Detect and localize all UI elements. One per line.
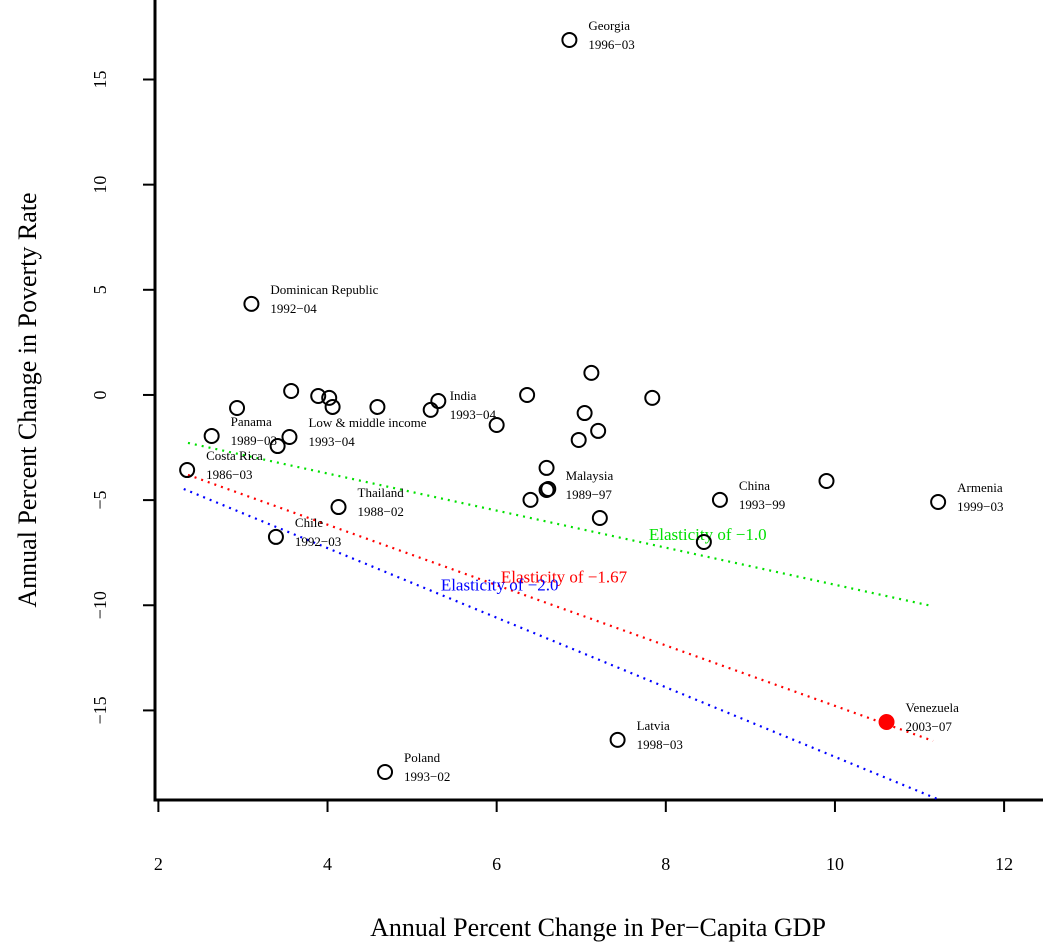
plot-area: Elasticity of −1.0 Elasticity of −1.67Ela… [179, 18, 1003, 800]
point [538, 459, 555, 476]
y-tick-label: −15 [90, 696, 110, 724]
x-tick-label: 8 [661, 854, 670, 874]
point-name: Dominican Republic [270, 282, 378, 297]
point-name: Latvia [637, 718, 670, 733]
trend-line [187, 441, 932, 607]
point-period: 1999−03 [957, 499, 1003, 514]
point-name: India [450, 388, 477, 403]
point [330, 499, 347, 516]
trend-label: Elasticity of −1.0 [649, 525, 767, 544]
point-period: 1992−03 [295, 534, 341, 549]
x-tick-label: 6 [492, 854, 501, 874]
point-period: 1992−04 [270, 301, 317, 316]
point [540, 480, 557, 497]
y-axis-title: Annual Percent Change in Poverty Rate [13, 192, 42, 607]
x-tick-label: 12 [995, 854, 1013, 874]
y-tick-label: 0 [90, 390, 110, 399]
point [644, 389, 661, 406]
point [310, 388, 327, 405]
trend-label: Elasticity of −1.67 [501, 568, 628, 587]
point [930, 493, 947, 510]
y-tick-label: −5 [90, 491, 110, 510]
point [430, 393, 447, 410]
point [695, 533, 712, 550]
point-period: 1993−04 [450, 407, 497, 422]
point [283, 382, 300, 399]
point [561, 31, 578, 48]
trend-line [187, 473, 934, 742]
point [243, 295, 260, 312]
point-period: 2003−07 [906, 719, 953, 734]
y-tick-label: 10 [90, 176, 110, 194]
point-name: China [739, 478, 770, 493]
point [321, 389, 338, 406]
point-name: Georgia [588, 18, 630, 33]
point [711, 491, 728, 508]
point [583, 364, 600, 381]
point-period: 1996−03 [588, 37, 634, 52]
point-name: Chile [295, 515, 323, 530]
point [609, 731, 626, 748]
point [519, 386, 536, 403]
point [522, 491, 539, 508]
point [591, 509, 608, 526]
point-name: Armenia [957, 480, 1003, 495]
point [488, 417, 505, 434]
point [818, 472, 835, 489]
point-period: 1993−99 [739, 497, 785, 512]
x-tick-label: 2 [154, 854, 163, 874]
point [267, 528, 284, 545]
point [377, 764, 394, 781]
point [281, 429, 298, 446]
point [229, 399, 246, 416]
x-tick-label: 10 [826, 854, 844, 874]
point [590, 422, 607, 439]
x-axis-title: Annual Percent Change in Per−Capita GDP [370, 913, 826, 942]
point-name: Malaysia [566, 468, 614, 483]
point-period: 1986−03 [206, 467, 252, 482]
y-tick-label: 5 [90, 285, 110, 294]
point [203, 427, 220, 444]
point [576, 405, 593, 422]
point-period: 1998−03 [637, 737, 683, 752]
point [570, 431, 587, 448]
point [269, 438, 286, 455]
point [324, 398, 341, 415]
point-period: 1993−04 [308, 434, 355, 449]
point-period: 1989−97 [566, 487, 613, 502]
point-name: Costa Rica [206, 448, 263, 463]
point-period: 1993−02 [404, 769, 450, 784]
point [179, 462, 196, 479]
point-name: Poland [404, 750, 441, 765]
point-name: Thailand [358, 485, 405, 500]
point-name: Panama [231, 414, 272, 429]
trend-label: Elasticity of −2.0 [441, 576, 559, 595]
point [878, 713, 895, 730]
point-period: 1988−02 [358, 504, 404, 519]
x-tick-label: 4 [323, 854, 332, 874]
point-period: 1989−03 [231, 433, 277, 448]
point-name: Low & middle income [308, 415, 426, 430]
y-tick-label: −10 [90, 591, 110, 619]
point [369, 398, 386, 415]
y-tick-label: 15 [90, 70, 110, 88]
point-name: Venezuela [906, 700, 960, 715]
